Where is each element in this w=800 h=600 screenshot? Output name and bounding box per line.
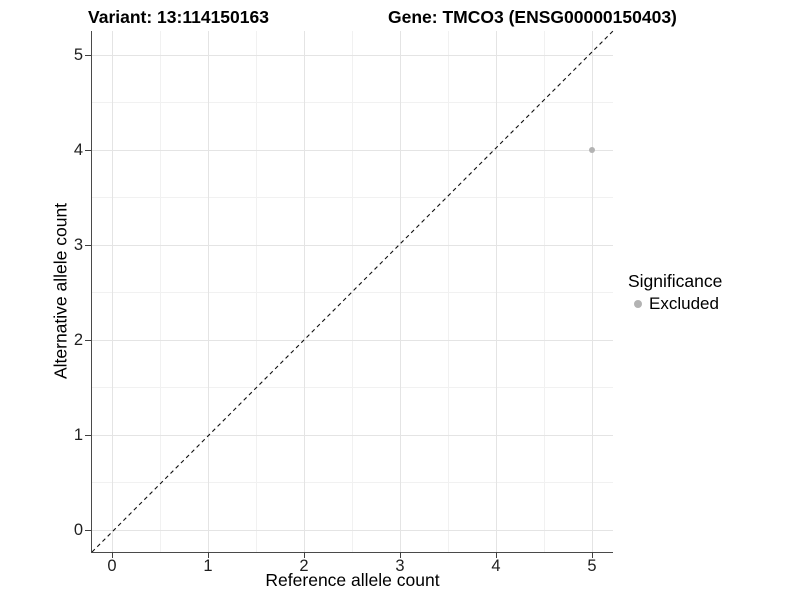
y-tick-mark <box>85 244 91 246</box>
legend-title: Significance <box>628 271 723 291</box>
legend-point-icon <box>634 299 642 308</box>
x-gridline-minor <box>447 31 449 552</box>
x-tick-mark <box>111 552 113 558</box>
x-gridline-minor <box>159 31 161 552</box>
x-tick-label: 1 <box>203 557 213 575</box>
x-tick-mark <box>495 552 497 558</box>
legend-entries: Excluded <box>628 294 722 313</box>
y-tick-mark <box>85 339 91 341</box>
x-tick-mark <box>303 552 305 558</box>
x-tick-label: 3 <box>395 557 405 575</box>
x-axis-title: Reference allele count <box>265 570 440 590</box>
x-gridline-major <box>399 31 401 552</box>
y-gridline-major <box>92 54 613 56</box>
plot-panel <box>91 30 614 553</box>
y-tick-mark <box>85 434 91 436</box>
y-gridline-major <box>92 149 613 151</box>
y-gridline-major <box>92 339 613 341</box>
x-gridline-major <box>111 31 113 552</box>
y-gridline-major <box>92 244 613 246</box>
legend: Significance Excluded <box>628 271 722 313</box>
x-gridline-minor <box>255 31 257 552</box>
y-tick-label: 2 <box>73 331 83 349</box>
x-tick-label: 5 <box>587 557 597 575</box>
y-gridline-major <box>92 529 613 531</box>
y-tick-label: 3 <box>73 236 83 254</box>
y-axis-title: Alternative allele count <box>50 202 71 380</box>
y-gridline-minor <box>92 197 613 198</box>
x-tick-label: 4 <box>491 557 501 575</box>
x-gridline-major <box>303 31 305 552</box>
plot-title-variant: Variant: 13:114150163 <box>88 7 269 27</box>
data-point <box>589 147 595 153</box>
x-tick-mark <box>399 552 401 558</box>
legend-entry-label: Excluded <box>649 294 719 313</box>
y-gridline-minor <box>92 292 613 293</box>
y-tick-label: 1 <box>73 426 83 444</box>
y-tick-mark <box>85 529 91 531</box>
x-gridline-major <box>591 31 593 552</box>
y-gridline-minor <box>92 482 613 483</box>
x-gridline-major <box>207 31 209 552</box>
identity-reference-line <box>91 30 614 553</box>
plot-title-gene: Gene: TMCO3 (ENSG00000150403) <box>388 7 677 27</box>
y-tick-label: 4 <box>73 141 83 159</box>
y-tick-label: 5 <box>73 46 83 64</box>
y-gridline-minor <box>92 102 613 103</box>
x-gridline-major <box>495 31 497 552</box>
y-tick-mark <box>85 54 91 56</box>
y-tick-mark <box>85 149 91 151</box>
y-gridline-minor <box>92 387 613 388</box>
x-tick-label: 0 <box>107 557 117 575</box>
x-gridline-minor <box>543 31 545 552</box>
legend-entry: Excluded <box>634 294 722 313</box>
y-tick-label: 0 <box>73 521 83 539</box>
y-gridline-major <box>92 434 613 436</box>
x-tick-mark <box>207 552 209 558</box>
x-gridline-minor <box>351 31 353 552</box>
x-tick-mark <box>591 552 593 558</box>
x-tick-label: 2 <box>299 557 309 575</box>
